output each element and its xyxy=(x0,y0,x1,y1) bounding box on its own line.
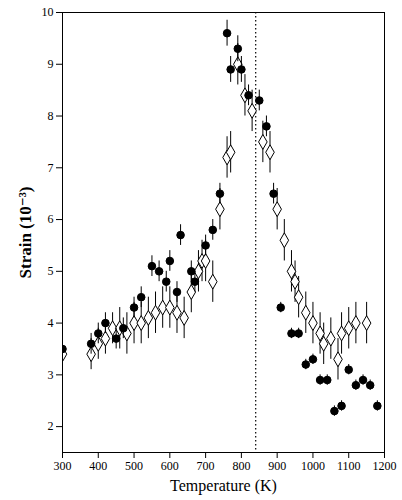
svg-text:9: 9 xyxy=(48,57,54,71)
svg-text:1000: 1000 xyxy=(301,459,325,473)
svg-text:6: 6 xyxy=(48,212,54,226)
svg-text:300: 300 xyxy=(54,459,72,473)
svg-text:5: 5 xyxy=(48,264,54,278)
svg-text:8: 8 xyxy=(48,109,54,123)
svg-text:Strain (10⁻³): Strain (10⁻³) xyxy=(16,187,35,279)
svg-text:Temperature (K): Temperature (K) xyxy=(170,477,277,495)
svg-text:10: 10 xyxy=(42,5,54,19)
svg-text:800: 800 xyxy=(232,459,250,473)
svg-text:700: 700 xyxy=(197,459,215,473)
svg-text:400: 400 xyxy=(89,459,107,473)
svg-text:1100: 1100 xyxy=(337,459,361,473)
svg-text:2: 2 xyxy=(48,419,54,433)
svg-text:7: 7 xyxy=(48,161,54,175)
svg-text:3: 3 xyxy=(48,368,54,382)
svg-text:900: 900 xyxy=(268,459,286,473)
svg-text:500: 500 xyxy=(125,459,143,473)
svg-text:1200: 1200 xyxy=(373,459,397,473)
svg-text:600: 600 xyxy=(161,459,179,473)
svg-text:4: 4 xyxy=(48,316,54,330)
